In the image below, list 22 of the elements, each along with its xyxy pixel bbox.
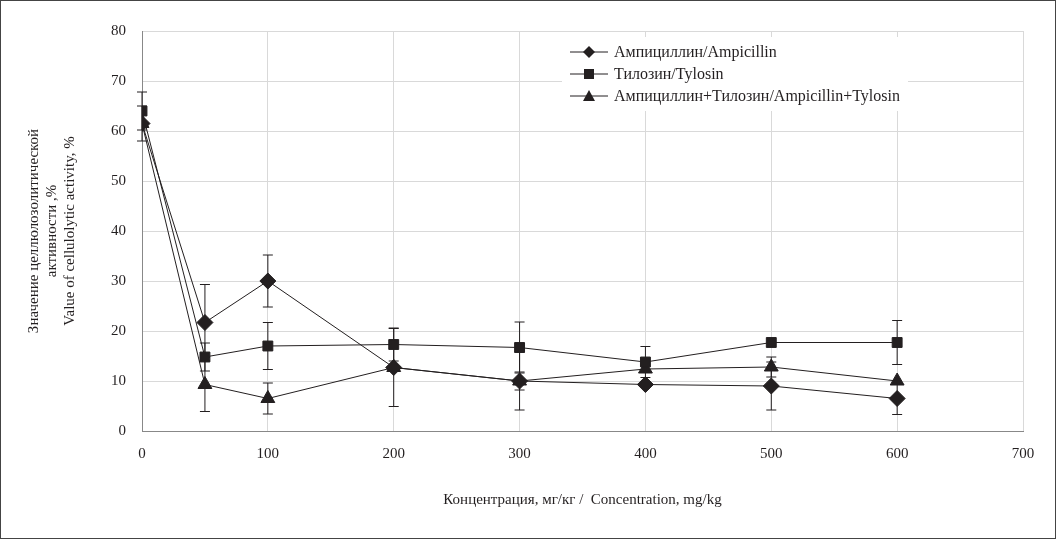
y-tick-label: 80: [111, 21, 126, 38]
legend-label: Ампициллин+Тилозин/Ampicillin+Tylosin: [614, 86, 900, 107]
y-tick-label: 30: [111, 271, 126, 288]
x-tick-label: 300: [508, 444, 531, 461]
y-tick-label: 70: [111, 71, 126, 88]
y-tick-label: 0: [118, 421, 126, 438]
x-tick-label: 100: [256, 444, 280, 461]
y-tick-label: 20: [111, 321, 126, 338]
y-tick-label: 60: [111, 121, 126, 138]
x-tick-label: 400: [634, 444, 657, 461]
legend-label: Тилозин/Tylosin: [614, 64, 724, 85]
y-tick-label: 40: [111, 221, 126, 238]
legend-label: Ампициллин/Ampicillin: [614, 42, 777, 63]
x-tick-label: 0: [138, 444, 146, 461]
y-axis-title: Значение целлюлозолитической активности ,% Value of cellulolytic activity, %: [24, 128, 77, 334]
x-axis-title: Концентрация, мг/кг / Concentration, mg/kg: [443, 490, 723, 507]
y-tick-label: 10: [111, 371, 126, 388]
y-tick-label: 50: [111, 171, 126, 188]
x-tick-label: 600: [885, 444, 909, 461]
x-tick-label: 500: [760, 444, 783, 461]
x-tick-label: 200: [382, 444, 405, 461]
x-tick-label: 700: [1011, 444, 1035, 461]
